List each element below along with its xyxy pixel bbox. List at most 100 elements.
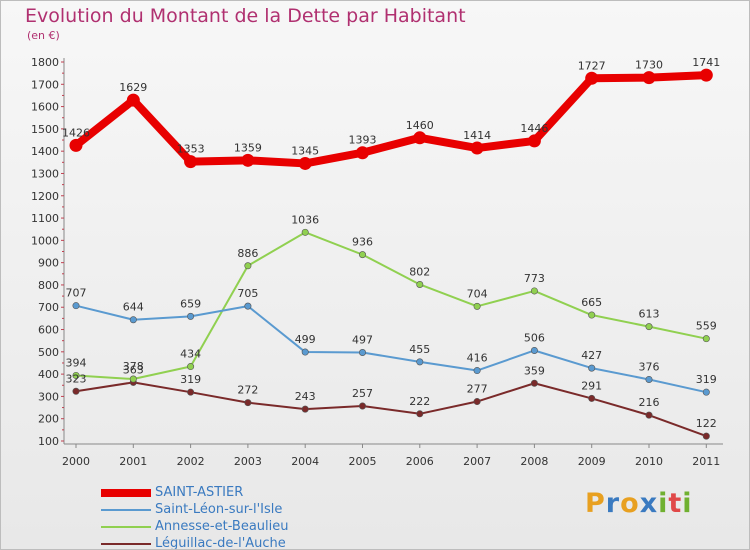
data-point [358, 402, 366, 410]
legend-swatch [101, 543, 151, 545]
y-tick-label: 1200 [31, 190, 59, 203]
data-point [416, 358, 424, 366]
data-label: 802 [409, 265, 430, 278]
legend-swatch [101, 489, 151, 497]
data-point [645, 375, 653, 383]
data-label: 704 [467, 287, 488, 300]
x-tick-label: 2010 [635, 455, 663, 468]
legend-label: SAINT-ASTIER [155, 485, 244, 500]
data-label: 1414 [463, 129, 491, 142]
legend-label: Léguillac-de-l'Auche [155, 536, 286, 550]
data-point [244, 399, 252, 407]
data-label: 506 [524, 331, 545, 344]
y-tick-label: 300 [38, 390, 59, 403]
data-label: 1036 [291, 213, 319, 226]
legend-swatch [101, 509, 151, 511]
data-point [413, 131, 427, 145]
data-point [702, 388, 710, 396]
chart-title: Evolution du Montant de la Dette par Hab… [25, 5, 466, 27]
y-tick-label: 700 [38, 301, 59, 314]
data-point [588, 311, 596, 319]
data-label: 319 [696, 373, 717, 386]
series-line-0 [72, 71, 711, 168]
data-label: 243 [295, 390, 316, 403]
data-label: 291 [581, 379, 602, 392]
legend-swatch [101, 526, 151, 528]
logo-letter: i [682, 488, 693, 519]
data-label: 378 [123, 360, 144, 373]
data-point [527, 134, 541, 148]
logo-letter: x [639, 488, 659, 519]
y-tick-label: 1400 [31, 145, 59, 158]
data-label: 427 [581, 349, 602, 362]
data-point [470, 141, 484, 155]
data-label: 272 [237, 384, 258, 397]
data-label: 434 [180, 348, 201, 361]
x-tick-label: 2000 [62, 455, 90, 468]
data-label: 323 [66, 372, 87, 385]
data-point [645, 411, 653, 419]
data-label: 1426 [62, 126, 90, 139]
y-tick-label: 600 [38, 324, 59, 337]
legend-label: Annesse-et-Beaulieu [155, 519, 289, 534]
data-label: 319 [180, 373, 201, 386]
data-label: 665 [581, 296, 602, 309]
data-label: 455 [409, 343, 430, 356]
data-point [72, 302, 80, 310]
data-label: 499 [295, 333, 316, 346]
logo-letter: t [668, 488, 683, 519]
unit-label: (en €) [27, 29, 60, 42]
x-tick-label: 2009 [578, 455, 606, 468]
data-label: 257 [352, 387, 373, 400]
x-tick-label: 2006 [406, 455, 434, 468]
data-point [126, 93, 140, 107]
x-tick-label: 2001 [119, 455, 147, 468]
data-point [473, 398, 481, 406]
y-tick-label: 1600 [31, 101, 59, 114]
series-line-2 [75, 231, 708, 381]
data-point [184, 155, 198, 169]
data-point [416, 280, 424, 288]
x-tick-label: 2002 [177, 455, 205, 468]
data-point [702, 335, 710, 343]
x-tick-label: 2011 [692, 455, 720, 468]
data-label: 1393 [349, 134, 377, 147]
data-label: 1730 [635, 59, 663, 72]
x-tick-label: 2008 [520, 455, 548, 468]
data-point [129, 375, 137, 383]
y-tick-label: 200 [38, 413, 59, 426]
data-point [69, 138, 83, 152]
data-label: 122 [696, 417, 717, 430]
data-label: 222 [409, 395, 430, 408]
data-point [530, 287, 538, 295]
data-label: 1345 [291, 144, 319, 157]
x-tick-label: 2003 [234, 455, 262, 468]
logo-letter: o [620, 488, 640, 519]
y-tick-label: 400 [38, 368, 59, 381]
y-tick-label: 1500 [31, 123, 59, 136]
data-point [72, 371, 80, 379]
data-label: 644 [123, 301, 144, 314]
data-point [187, 388, 195, 396]
y-tick-label: 100 [38, 435, 59, 448]
data-point [129, 316, 137, 324]
data-label: 705 [237, 287, 258, 300]
data-point [187, 363, 195, 371]
data-point [244, 302, 252, 310]
data-label: 216 [639, 396, 660, 409]
data-label: 886 [237, 247, 258, 260]
data-label: 936 [352, 236, 373, 249]
data-point [244, 262, 252, 270]
data-point [301, 405, 309, 413]
data-label: 1460 [406, 119, 434, 132]
data-label: 559 [696, 320, 717, 333]
data-label: 277 [467, 383, 488, 396]
line-chart: 100 200 300 400 500 600 700 800 900 1000 1100 1200 1… [31, 56, 723, 468]
y-tick-label: 1700 [31, 78, 59, 91]
data-point [358, 251, 366, 259]
data-point [588, 364, 596, 372]
y-tick-label: 800 [38, 279, 59, 292]
y-tick-label: 1300 [31, 167, 59, 180]
logo-letter: P [585, 488, 606, 519]
y-tick-label: 500 [38, 346, 59, 359]
